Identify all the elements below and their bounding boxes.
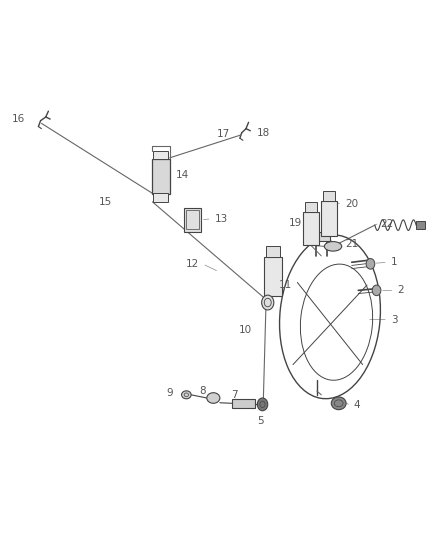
Bar: [153, 151, 168, 159]
Bar: [184, 208, 201, 232]
Bar: [265, 246, 280, 257]
Circle shape: [366, 259, 375, 269]
Ellipse shape: [207, 393, 220, 403]
Text: 9: 9: [167, 387, 173, 398]
Text: 13: 13: [215, 214, 228, 224]
Text: 5: 5: [257, 416, 264, 426]
Circle shape: [261, 295, 274, 310]
Circle shape: [257, 398, 268, 411]
Bar: [152, 159, 170, 194]
Text: 15: 15: [99, 197, 112, 206]
Text: 18: 18: [257, 128, 271, 138]
Bar: [313, 231, 330, 241]
Text: 10: 10: [239, 325, 252, 335]
Bar: [186, 211, 198, 229]
Text: 12: 12: [186, 259, 199, 269]
Text: 11: 11: [279, 280, 292, 290]
Text: 21: 21: [345, 239, 358, 249]
Text: 17: 17: [217, 129, 230, 139]
Text: 3: 3: [391, 314, 398, 325]
Text: 16: 16: [12, 114, 25, 124]
Bar: [153, 193, 168, 202]
Text: 8: 8: [199, 386, 206, 396]
Ellipse shape: [331, 397, 346, 410]
Text: 2: 2: [397, 285, 404, 295]
Bar: [305, 202, 317, 213]
Bar: [303, 213, 319, 245]
Text: 7: 7: [231, 390, 237, 400]
Text: 22: 22: [380, 219, 393, 229]
Bar: [323, 191, 335, 201]
Text: 1: 1: [391, 257, 398, 267]
Ellipse shape: [182, 391, 191, 399]
Circle shape: [372, 285, 381, 296]
Bar: [416, 221, 425, 229]
Text: 14: 14: [176, 171, 189, 180]
Text: 20: 20: [345, 199, 358, 209]
Text: 19: 19: [289, 218, 302, 228]
Bar: [321, 201, 337, 236]
Bar: [264, 257, 282, 296]
Text: 4: 4: [354, 400, 360, 410]
Bar: [232, 399, 254, 408]
Ellipse shape: [324, 241, 342, 251]
